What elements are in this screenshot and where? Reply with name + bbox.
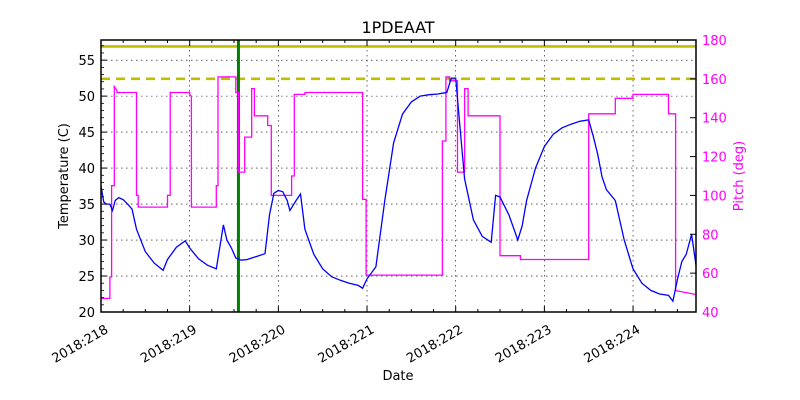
y-tick-label: 20: [78, 306, 95, 321]
y-axis-ticks: 20 25 30 35 40 45 50 55: [78, 45, 107, 321]
y-axis-label: Temperature (C): [57, 123, 72, 230]
x-axis-label: Date: [382, 369, 413, 384]
y-tick-label: 35: [78, 198, 95, 213]
y2-tick-label: 160: [702, 73, 727, 88]
y2-axis-ticks: 40 60 80 100 120 140 160 180: [690, 34, 727, 321]
pitch-series-line: [101, 76, 696, 300]
y2-axis-label: Pitch (deg): [732, 141, 747, 211]
y2-tick-label: 120: [702, 151, 727, 166]
y2-tick-label: 80: [702, 228, 719, 243]
y-tick-label: 55: [78, 54, 95, 69]
y2-tick-label: 180: [702, 34, 727, 49]
y2-tick-label: 140: [702, 112, 727, 127]
temperature-series-line: [101, 77, 696, 303]
y-tick-label: 50: [78, 90, 95, 105]
y2-tick-label: 100: [702, 189, 727, 204]
reference-lines: [101, 40, 696, 312]
plot-frame: [100, 39, 697, 313]
y-tick-label: 25: [78, 270, 95, 285]
chart-title: 1PDEAAT: [361, 18, 434, 37]
y-tick-label: 40: [78, 162, 95, 177]
y2-tick-label: 40: [702, 306, 719, 321]
y-tick-label: 45: [78, 126, 95, 141]
y2-tick-label: 60: [702, 267, 719, 282]
y-tick-label: 30: [78, 234, 95, 249]
